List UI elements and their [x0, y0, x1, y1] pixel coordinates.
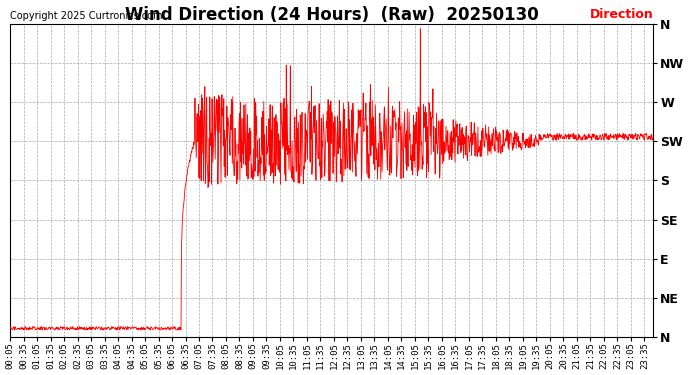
Text: Direction: Direction — [590, 8, 653, 21]
Title: Wind Direction (24 Hours)  (Raw)  20250130: Wind Direction (24 Hours) (Raw) 20250130 — [125, 6, 539, 24]
Text: Copyright 2025 Curtronics.com: Copyright 2025 Curtronics.com — [10, 10, 163, 21]
